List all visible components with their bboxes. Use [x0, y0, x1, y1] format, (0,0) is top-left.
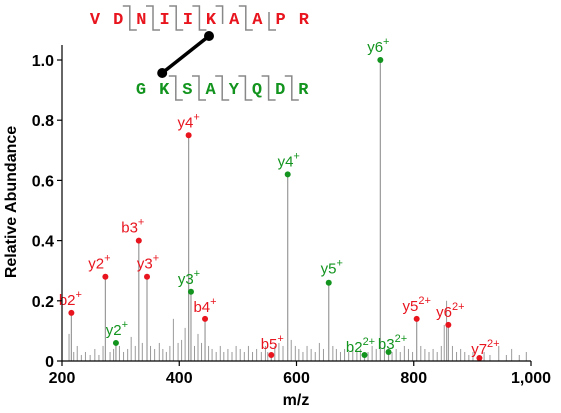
crosslink-end-alpha — [204, 31, 214, 41]
x-tick-label: 1,000 — [511, 370, 551, 387]
alpha-fragment-bracket — [122, 5, 137, 31]
alpha-residue: I — [183, 11, 193, 30]
ion-label: y4+ — [177, 111, 199, 131]
labeled-peak-marker — [187, 288, 194, 295]
beta-residue: K — [159, 81, 170, 100]
x-tick-label: 800 — [400, 370, 427, 387]
beta-residue: A — [205, 81, 216, 100]
beta-fragment-bracket — [238, 75, 253, 101]
labeled-peak-marker — [476, 354, 483, 361]
alpha-residue: N — [136, 11, 146, 30]
x-tick-label: 200 — [49, 370, 76, 387]
alpha-fragment-bracket — [192, 5, 207, 31]
peak-layer — [68, 60, 527, 361]
labeled-peak-marker — [361, 351, 368, 358]
alpha-residue: A — [229, 11, 240, 30]
ion-label: b2+ — [59, 289, 82, 309]
ion-label: b4+ — [193, 296, 216, 316]
beta-residue: Q — [252, 81, 262, 100]
alpha-residue: V — [90, 11, 101, 30]
labeled-peak-marker — [445, 321, 452, 328]
ion-label: b3+ — [121, 217, 144, 237]
beta-fragment-bracket — [168, 75, 183, 101]
labeled-peak-marker — [284, 171, 291, 178]
beta-fragment-bracket — [215, 75, 230, 101]
alpha-residue: K — [206, 11, 217, 30]
y-tick-label: 0.6 — [32, 173, 54, 190]
ion-label: y62+ — [436, 301, 464, 321]
alpha-fragment-bracket — [238, 5, 253, 31]
crosslink-line — [161, 34, 211, 75]
y-tick-label: 0.4 — [32, 234, 54, 251]
y-tick-label: 0 — [45, 354, 54, 371]
alpha-fragment-bracket — [146, 5, 160, 31]
alpha-residue: D — [113, 11, 123, 30]
labeled-peak-marker — [268, 351, 275, 358]
ion-label: y72+ — [471, 338, 499, 358]
labeled-peak-marker — [68, 309, 75, 316]
y-tick-label: 0.2 — [32, 294, 54, 311]
alpha-residue: I — [159, 11, 169, 30]
ion-label: y5+ — [321, 258, 343, 278]
crosslinked-peptide-diagram: V D N I I K A A P RG K S A Y Q D R — [90, 5, 310, 101]
beta-fragment-bracket — [192, 75, 206, 101]
x-tick-label: 600 — [283, 370, 310, 387]
beta-residue: R — [298, 81, 309, 100]
labeled-peak-marker — [112, 339, 119, 346]
labeled-peak-marker — [135, 237, 142, 244]
ion-label: y52+ — [402, 295, 430, 315]
y-tick-label: 1.0 — [32, 53, 54, 70]
tick-layer: 200 400 600 800 1,000 0 0.2 0.4 0.6 0.8 1.0 — [32, 53, 551, 387]
y-tick-label: 0.8 — [32, 113, 54, 130]
ion-label: y3+ — [137, 253, 159, 273]
beta-residue: G — [136, 81, 146, 100]
labeled-peak-marker — [385, 348, 392, 355]
crosslink-end-beta — [157, 68, 168, 78]
ion-label: y2+ — [106, 319, 128, 339]
beta-fragment-bracket — [284, 75, 299, 101]
alpha-residue: P — [275, 11, 285, 30]
ion-label: b32+ — [378, 333, 407, 353]
x-axis-title: m/z — [283, 392, 310, 409]
ion-label: y6+ — [367, 36, 389, 56]
labeled-peak-marker — [202, 315, 209, 322]
beta-residue: S — [182, 81, 192, 100]
labeled-peak-marker — [377, 57, 384, 63]
alpha-fragment-bracket — [215, 5, 224, 24]
labeled-peak-marker — [185, 132, 192, 139]
ion-label: y3+ — [178, 268, 200, 288]
y-axis-title: Relative Abundance — [3, 126, 20, 278]
alpha-residue: A — [252, 11, 263, 30]
alpha-fragment-bracket — [169, 5, 184, 31]
ion-label: b5+ — [261, 333, 284, 353]
beta-residue: D — [275, 81, 285, 100]
alpha-fragment-bracket — [268, 12, 276, 31]
beta-fragment-bracket — [261, 75, 276, 101]
ion-label: y2+ — [88, 253, 110, 273]
x-tick-label: 400 — [166, 370, 193, 387]
alpha-residue: R — [299, 11, 310, 30]
ion-label: b22+ — [346, 336, 375, 356]
labeled-peak-marker — [413, 315, 420, 322]
labeled-peak-marker — [325, 279, 332, 286]
ion-label: y4+ — [278, 150, 300, 170]
labeled-peak-marker — [102, 273, 109, 280]
labeled-peak-marker — [144, 273, 151, 280]
ion-label-layer: b2+ y2+ y2+ b3+ y3+ y4+ y3+ b4+ b5+ y4+ y5+ b22+ y6+… — [59, 36, 500, 361]
axes-layer — [61, 45, 531, 362]
beta-residue: Y — [229, 81, 240, 100]
